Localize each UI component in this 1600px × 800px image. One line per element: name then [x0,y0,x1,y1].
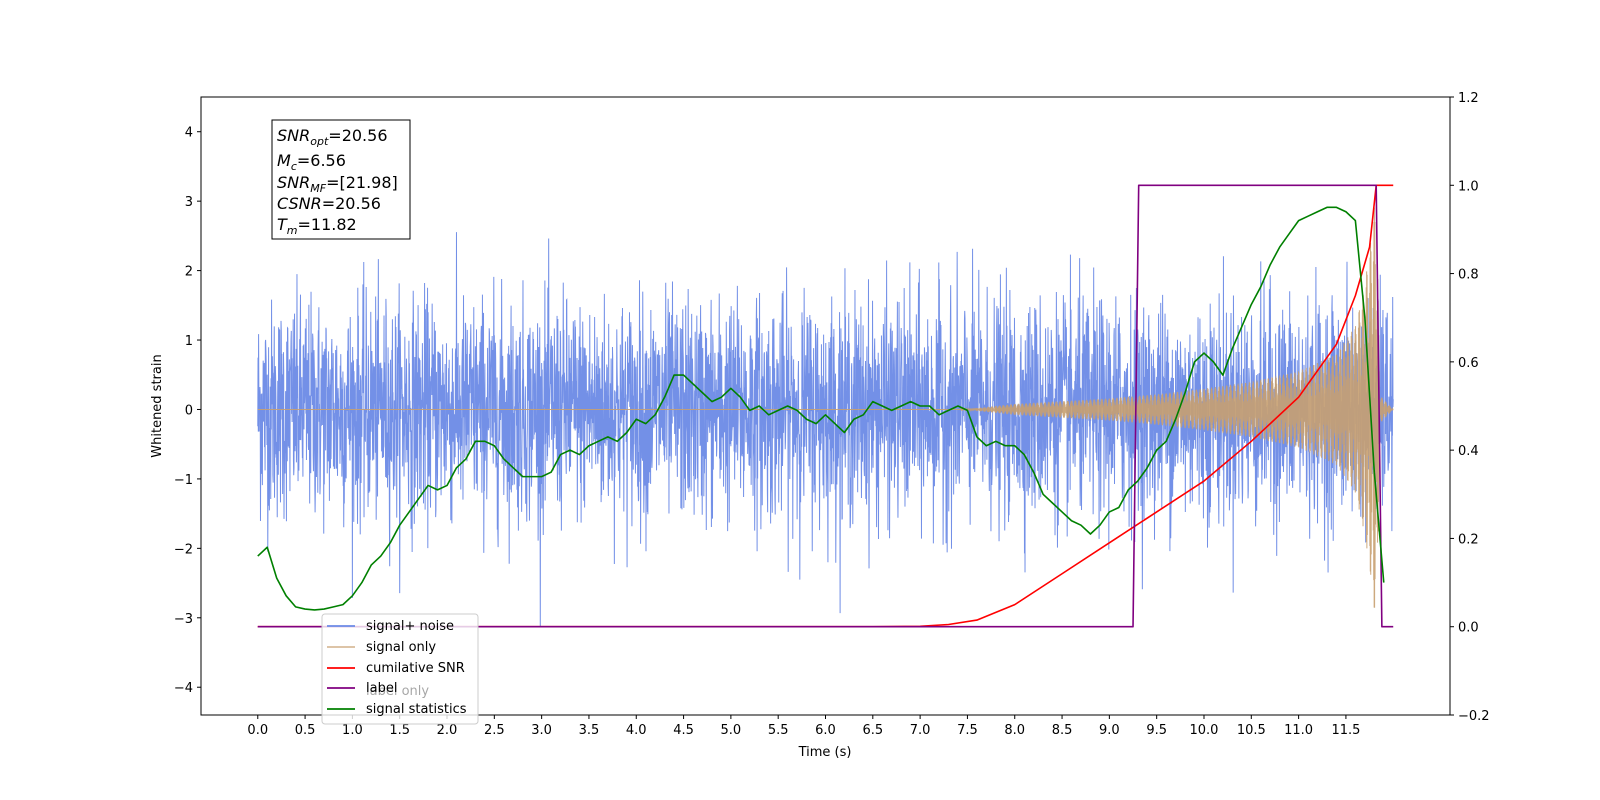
x-tick-label: 11.5 [1331,723,1360,738]
right-axis-lines [257,184,1394,628]
info-box-frame [271,119,411,240]
legend-entry-label: label [366,681,397,696]
x-tick-label: 1.0 [342,723,363,738]
legend-frame [321,613,479,725]
x-tick-label: 0.0 [247,723,268,738]
signal-only-layer [257,207,1394,608]
legend-entry-label: signal only [366,640,436,655]
x-tick-label: 3.0 [531,723,552,738]
x-tick-label: 7.0 [910,723,931,738]
x-tick-label: 9.5 [1146,723,1167,738]
legend-entry-label: cumilative SNR [366,661,465,676]
x-tick-label: 8.0 [1004,723,1025,738]
y-left-tick-label: −3 [174,612,193,627]
y-right-tick-label: 0.8 [1458,268,1479,283]
y-left-tick-label: 3 [185,195,193,210]
x-tick-label: 0.5 [295,723,316,738]
x-tick-label: 5.0 [721,723,742,738]
info-box-line: SNRMF=[21.98] [277,173,398,195]
x-tick-label: 2.0 [437,723,458,738]
y-right-tick-label: −0.2 [1458,709,1490,724]
x-tick-label: 10.5 [1237,723,1266,738]
cumulative-snr-line [257,184,1394,628]
y-right-tick-label: 0.4 [1458,444,1479,459]
x-tick-label: 6.5 [862,723,883,738]
signal-only-line [257,207,1394,608]
x-tick-label: 1.5 [389,723,410,738]
x-axis-ticks: 0.0 0.5 1.0 1.5 2.0 2.5 3.0 3.5 4.0 4.5 5.0 5.5 6.0 6… [247,715,1360,738]
info-box-line: Mc=6.56 [277,151,346,173]
info-box-line: Tm=11.82 [277,215,357,237]
y-right-tick-label: 1.2 [1458,91,1479,106]
label-line [257,184,1394,628]
y-left-tick-label: 0 [185,403,193,418]
x-tick-label: 4.5 [673,723,694,738]
legend-entry-label: signal statistics [366,702,467,717]
y-left-tick-label: −1 [174,473,193,488]
y-left-tick-label: −4 [174,681,193,696]
y-right-tick-label: 1.0 [1458,179,1479,194]
x-tick-label: 3.5 [579,723,600,738]
x-tick-label: 7.5 [957,723,978,738]
x-tick-label: 6.0 [815,723,836,738]
x-tick-label: 11.0 [1284,723,1313,738]
y-right-tick-label: 0.6 [1458,356,1479,371]
info-box-line: SNRopt=20.56 [277,126,388,148]
y-right-tick-label: 0.2 [1458,532,1479,547]
legend: label only signal+ noise signal only cumila… [321,613,479,725]
y-left-axis-ticks: 4 3 2 1 0 −1 −2 −3 −4 [174,126,201,696]
x-tick-label: 4.0 [626,723,647,738]
info-box: SNRopt=20.56 Mc=6.56SNRMF=[21.98]CSNR=20.… [271,119,411,240]
legend-hidden-label: label only [366,684,429,699]
x-tick-label: 9.0 [1099,723,1120,738]
x-tick-label: 2.5 [484,723,505,738]
signal-statistics-line [257,206,1385,611]
y-left-axis-label: Whitened strain [150,354,165,457]
x-tick-label: 10.0 [1190,723,1219,738]
x-tick-label: 8.5 [1052,723,1073,738]
y-left-tick-label: 1 [185,334,193,349]
legend-entry-label: signal+ noise [366,619,454,634]
y-left-tick-label: −2 [174,542,193,557]
y-left-tick-label: 4 [185,126,193,141]
info-box-line: CSNR=20.56 [277,194,381,213]
y-right-tick-label: 0.0 [1458,621,1479,636]
x-axis-label: Time (s) [798,745,852,760]
y-right-axis-ticks: 1.2 1.0 0.8 0.6 0.4 0.2 0.0 −0.2 [1450,91,1490,724]
x-tick-label: 5.5 [768,723,789,738]
y-left-tick-label: 2 [185,265,193,280]
